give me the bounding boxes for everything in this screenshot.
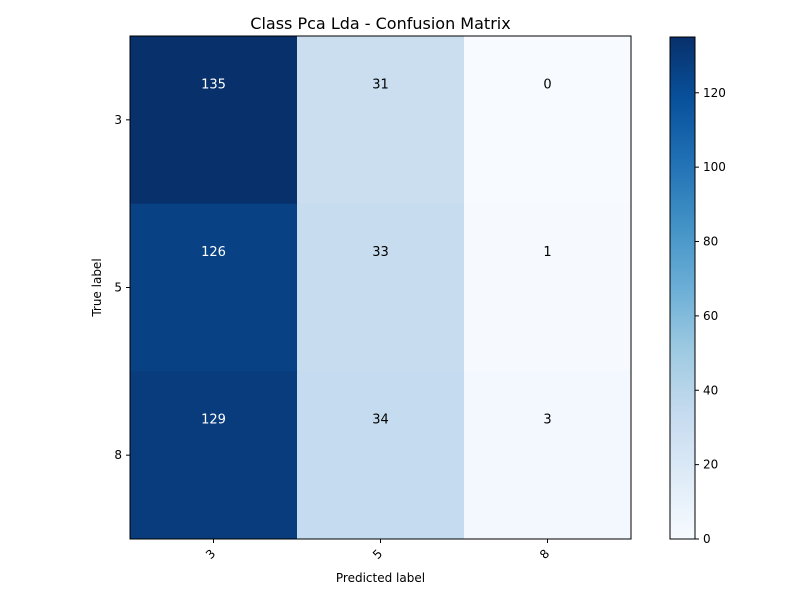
y-axis-label: True label bbox=[90, 258, 104, 317]
colorbar bbox=[669, 36, 696, 540]
x-axis-label: Predicted label bbox=[336, 571, 425, 585]
heatmap-cell bbox=[297, 36, 465, 205]
colorbar-tick-label: 120 bbox=[703, 86, 726, 100]
heatmap-cell bbox=[297, 203, 465, 372]
colorbar-tick-label: 80 bbox=[703, 235, 718, 249]
heatmap-cells bbox=[130, 36, 632, 540]
colorbar-tick-label: 60 bbox=[703, 309, 718, 323]
heatmap-cell bbox=[130, 371, 298, 540]
x-tick-label: 8 bbox=[537, 547, 552, 562]
colorbar-ticks: 0 20 40 60 80 100 120 bbox=[695, 86, 726, 546]
cell-value-label: 34 bbox=[372, 413, 389, 428]
heatmap-cell-labels: 135 31 0 126 33 1 129 34 3 bbox=[201, 77, 552, 427]
cell-value-label: 126 bbox=[201, 245, 226, 260]
y-axis-ticks: 3 5 8 bbox=[114, 113, 130, 462]
y-tick-label: 3 bbox=[114, 113, 122, 127]
heatmap-cell bbox=[297, 371, 465, 540]
chart-title: Class Pca Lda - Confusion Matrix bbox=[250, 14, 510, 33]
cell-value-label: 33 bbox=[372, 245, 389, 260]
x-tick-label: 3 bbox=[203, 547, 218, 562]
x-tick-label: 5 bbox=[370, 547, 385, 562]
cell-value-label: 0 bbox=[543, 77, 551, 92]
cell-value-label: 135 bbox=[201, 77, 226, 92]
heatmap-cell bbox=[464, 203, 632, 372]
colorbar-tick-label: 100 bbox=[703, 160, 726, 174]
colorbar-tick-label: 20 bbox=[703, 458, 718, 472]
colorbar-tick-label: 40 bbox=[703, 383, 718, 397]
cell-value-label: 1 bbox=[543, 245, 551, 260]
colorbar-tick-label: 0 bbox=[703, 532, 711, 546]
x-axis-ticks: 3 5 8 bbox=[203, 539, 552, 562]
heatmap-cell bbox=[130, 36, 298, 205]
cell-value-label: 3 bbox=[543, 413, 551, 428]
heatmap-cell bbox=[130, 203, 298, 372]
heatmap-cell bbox=[464, 36, 632, 205]
heatmap-cell bbox=[464, 371, 632, 540]
cell-value-label: 129 bbox=[201, 413, 226, 428]
y-tick-label: 8 bbox=[114, 448, 122, 462]
y-tick-label: 5 bbox=[114, 281, 122, 295]
cell-value-label: 31 bbox=[372, 77, 389, 92]
